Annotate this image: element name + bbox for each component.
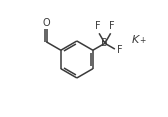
Text: B: B xyxy=(101,38,108,48)
Text: F: F xyxy=(109,21,115,31)
Text: F: F xyxy=(95,21,101,31)
Text: F: F xyxy=(117,45,122,55)
Text: +: + xyxy=(139,36,146,45)
Text: K: K xyxy=(132,35,139,45)
Text: O: O xyxy=(42,18,50,27)
